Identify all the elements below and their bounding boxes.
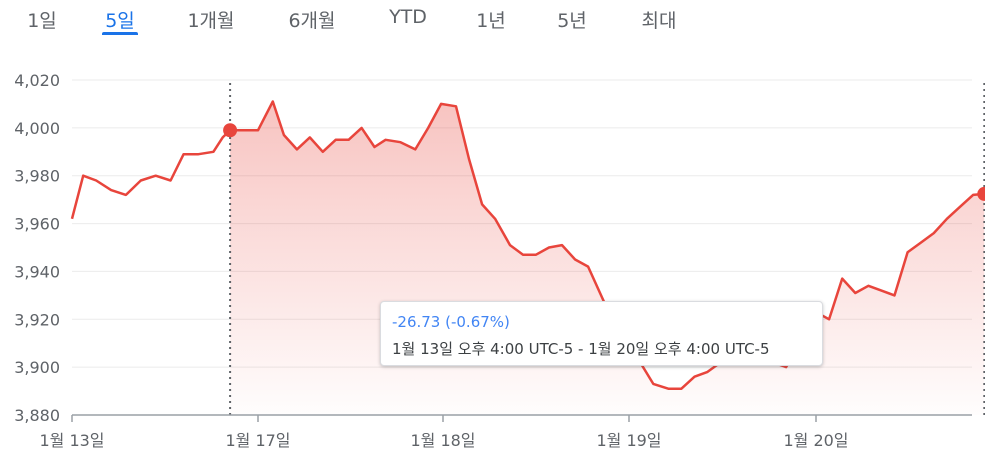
- y-tick-label: 3,900: [14, 358, 60, 377]
- range-tab-1[interactable]: 5일: [105, 10, 135, 32]
- range-tabs: 1일 5일 1개월 6개월 YTD 1년 5년 최대: [0, 0, 985, 40]
- change-tooltip: -26.73 (-0.67%) 1월 13일 오후 4:00 UTC-5 - 1…: [380, 301, 823, 366]
- x-tick-label: 1월 19일: [596, 431, 661, 450]
- range-endpoint-marker[interactable]: [223, 123, 238, 138]
- range-tab-5[interactable]: 1년: [476, 10, 506, 32]
- x-tick-label: 1월 20일: [783, 431, 848, 450]
- y-tick-label: 3,920: [14, 310, 60, 329]
- range-tab-4[interactable]: YTD: [389, 6, 427, 28]
- tooltip-date-range: 1월 13일 오후 4:00 UTC-5 - 1월 20일 오후 4:00 UT…: [392, 340, 770, 358]
- range-marker-lines: [229, 83, 985, 415]
- range-tab-2[interactable]: 1개월: [187, 10, 235, 32]
- range-tab-3[interactable]: 6개월: [288, 10, 336, 32]
- x-axis: 1월 13일 1월 17일 1월 18일 1월 19일 1월 20일: [39, 414, 972, 450]
- range-tab-7[interactable]: 최대: [641, 10, 677, 32]
- range-endpoint-marker[interactable]: [977, 186, 985, 201]
- y-axis-labels: 3,880 3,900 3,920 3,940 3,960 3,980 4,000 4,020: [14, 71, 60, 425]
- price-line: [70, 100, 985, 390]
- y-tick-label: 3,980: [14, 167, 60, 186]
- range-markers: [223, 123, 985, 201]
- x-tick-label: 1월 13일: [39, 431, 104, 450]
- active-tab-underline: [102, 32, 138, 35]
- range-tab-6[interactable]: 5년: [557, 10, 587, 32]
- y-tick-label: 3,940: [14, 262, 60, 281]
- y-tick-label: 4,020: [14, 71, 60, 90]
- tooltip-change-value: -26.73 (-0.67%): [392, 313, 510, 331]
- x-tick-label: 1월 17일: [225, 431, 290, 450]
- price-area: [230, 101, 985, 415]
- x-tick-label: 1월 18일: [410, 431, 475, 450]
- y-tick-label: 3,960: [14, 215, 60, 234]
- y-tick-label: 4,000: [14, 119, 60, 138]
- range-tab-0[interactable]: 1일: [27, 10, 57, 32]
- y-tick-label: 3,880: [14, 406, 60, 425]
